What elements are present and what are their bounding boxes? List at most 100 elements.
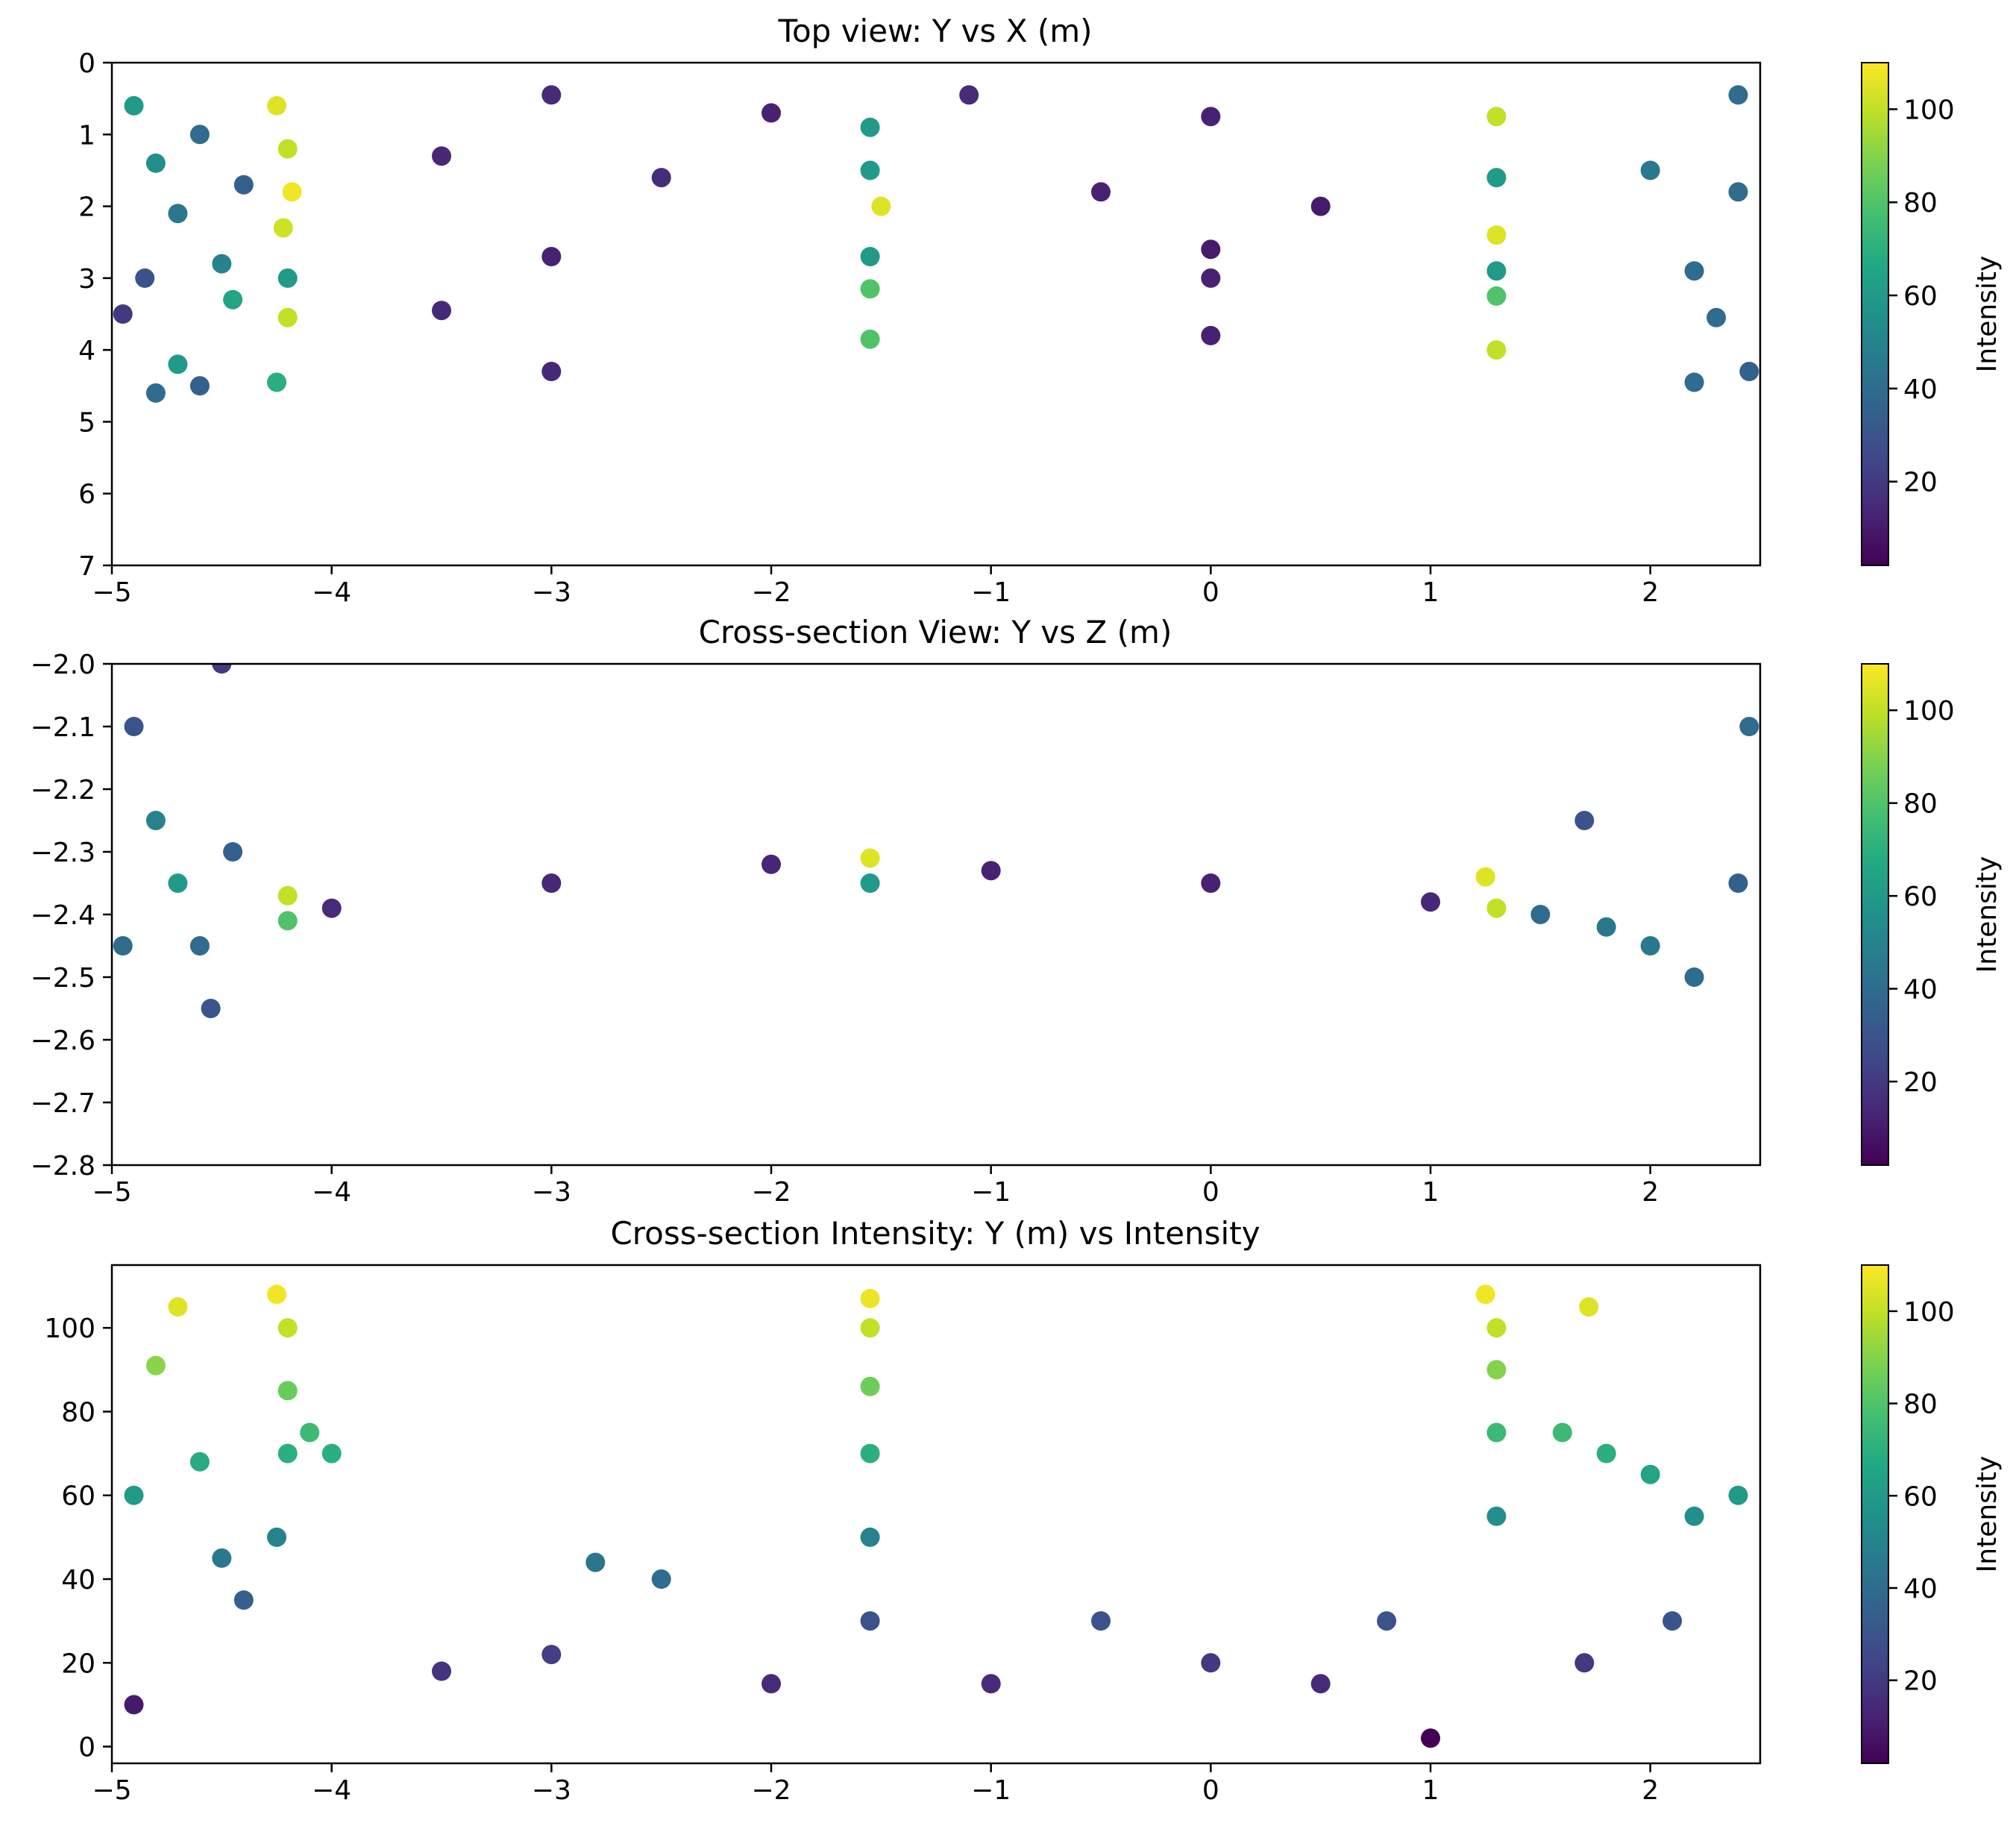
data-point — [1728, 182, 1748, 202]
data-point — [223, 289, 243, 310]
data-point — [1201, 268, 1221, 288]
x-tick-label: 1 — [1422, 577, 1439, 608]
y-tick-label: 20 — [61, 1648, 95, 1679]
data-point — [212, 254, 232, 274]
data-point — [201, 999, 221, 1018]
x-tick-label: −1 — [971, 577, 1011, 608]
x-tick-label: −5 — [92, 1177, 131, 1208]
plot-frame — [110, 61, 1762, 567]
data-point — [1486, 261, 1507, 281]
colorbar-tick-label: 20 — [1903, 1067, 1938, 1098]
data-point — [267, 1527, 286, 1547]
y-tick-label: −2.8 — [31, 1151, 95, 1182]
chart-title: Cross-section View: Y vs Z (m) — [699, 614, 1172, 650]
x-tick-label: −2 — [751, 1177, 791, 1208]
data-point — [1377, 1611, 1397, 1631]
data-point — [277, 1381, 298, 1401]
colorbar-tick-label: 80 — [1903, 188, 1938, 219]
data-point — [1640, 1464, 1660, 1484]
y-tick-label: −2.5 — [31, 963, 95, 994]
data-point — [1684, 372, 1704, 392]
y-tick-label: 80 — [61, 1397, 95, 1428]
x-tick-label: −1 — [971, 1177, 1011, 1208]
plot-frame — [110, 1264, 1762, 1765]
data-point — [860, 279, 880, 299]
data-point — [541, 362, 562, 381]
data-point — [1201, 107, 1221, 127]
data-point — [1728, 1485, 1748, 1505]
data-point — [1486, 898, 1507, 918]
data-point — [1739, 717, 1759, 736]
data-point — [651, 1569, 671, 1589]
data-point — [1574, 1653, 1595, 1673]
x-tick-label: −5 — [92, 1775, 131, 1806]
data-point — [273, 218, 293, 238]
data-point — [1684, 967, 1704, 987]
data-point — [267, 372, 286, 392]
y-tick-label: 60 — [61, 1481, 95, 1512]
y-tick-label: 0 — [78, 1733, 95, 1763]
data-point — [300, 1422, 320, 1443]
colorbar — [1861, 62, 1889, 566]
panel-cross-section-intensity: Cross-section Intensity: Y (m) vs Intens… — [44, 1215, 2003, 1806]
data-point — [277, 139, 298, 159]
colorbar-tick-label: 20 — [1903, 468, 1938, 498]
panel-cross-section-view: Cross-section View: Y vs Z (m) −5 −4 −3 −2−… — [31, 614, 2003, 1208]
data-point — [321, 898, 342, 918]
data-point — [1579, 1297, 1599, 1317]
data-point — [432, 301, 451, 321]
data-point — [145, 1355, 166, 1375]
colorbar-tick-label: 100 — [1903, 696, 1955, 727]
y-tick-label: 0 — [78, 48, 95, 79]
data-point — [860, 117, 880, 137]
y-tick-label: −2.6 — [31, 1026, 95, 1056]
colorbar-tick-label: 60 — [1903, 1481, 1938, 1512]
data-point — [189, 936, 210, 956]
x-tick-label: 2 — [1642, 577, 1659, 608]
y-tick-label: 1 — [78, 120, 95, 151]
colorbar-tick-label: 100 — [1903, 95, 1955, 125]
x-tick-label: 1 — [1422, 1177, 1439, 1208]
data-point — [860, 848, 880, 868]
data-point — [1728, 873, 1748, 893]
x-tick-label: 2 — [1642, 1177, 1659, 1208]
y-axis: 0 20 40 60 80 100 — [44, 1314, 112, 1763]
data-point — [1486, 168, 1507, 188]
data-point — [1684, 1506, 1704, 1526]
y-axis: −2.8 −2.7 −2.6 −2.5 −2.4 −2.3 −2.2 −2.1 −2.0 — [31, 650, 112, 1182]
data-point — [1662, 1611, 1683, 1631]
data-point — [212, 664, 232, 674]
data-point — [124, 1695, 144, 1715]
colorbar-tick-label: 40 — [1903, 374, 1938, 405]
data-point — [762, 103, 781, 123]
y-tick-label: −2.7 — [31, 1088, 95, 1119]
data-point — [1596, 917, 1616, 937]
colorbar-tick-label: 40 — [1903, 975, 1938, 1005]
x-tick-label: −2 — [751, 1775, 791, 1806]
data-point — [124, 95, 144, 116]
data-point — [145, 383, 166, 403]
x-tick-label: −2 — [751, 577, 791, 608]
data-point — [762, 854, 781, 874]
y-tick-label: 5 — [78, 407, 95, 438]
colorbar-tick-label: 100 — [1903, 1297, 1955, 1328]
data-point — [1475, 1284, 1495, 1305]
data-point — [651, 168, 671, 188]
data-point — [1486, 340, 1507, 360]
colorbar — [1861, 663, 1889, 1166]
data-point — [1091, 182, 1111, 202]
data-point — [860, 247, 880, 266]
data-point — [860, 1527, 880, 1547]
colorbar-tick-label: 20 — [1903, 1666, 1938, 1697]
colorbar — [1861, 1264, 1889, 1764]
data-point — [860, 1443, 880, 1463]
data-point — [135, 268, 155, 288]
data-point — [541, 85, 562, 105]
data-point — [1201, 1653, 1221, 1673]
x-tick-label: 1 — [1422, 1775, 1439, 1806]
data-point — [959, 85, 979, 105]
data-point — [1310, 1674, 1331, 1694]
y-tick-label: 40 — [61, 1565, 95, 1595]
chart-title: Top view: Y vs X (m) — [777, 13, 1092, 49]
data-point — [1486, 1360, 1507, 1380]
